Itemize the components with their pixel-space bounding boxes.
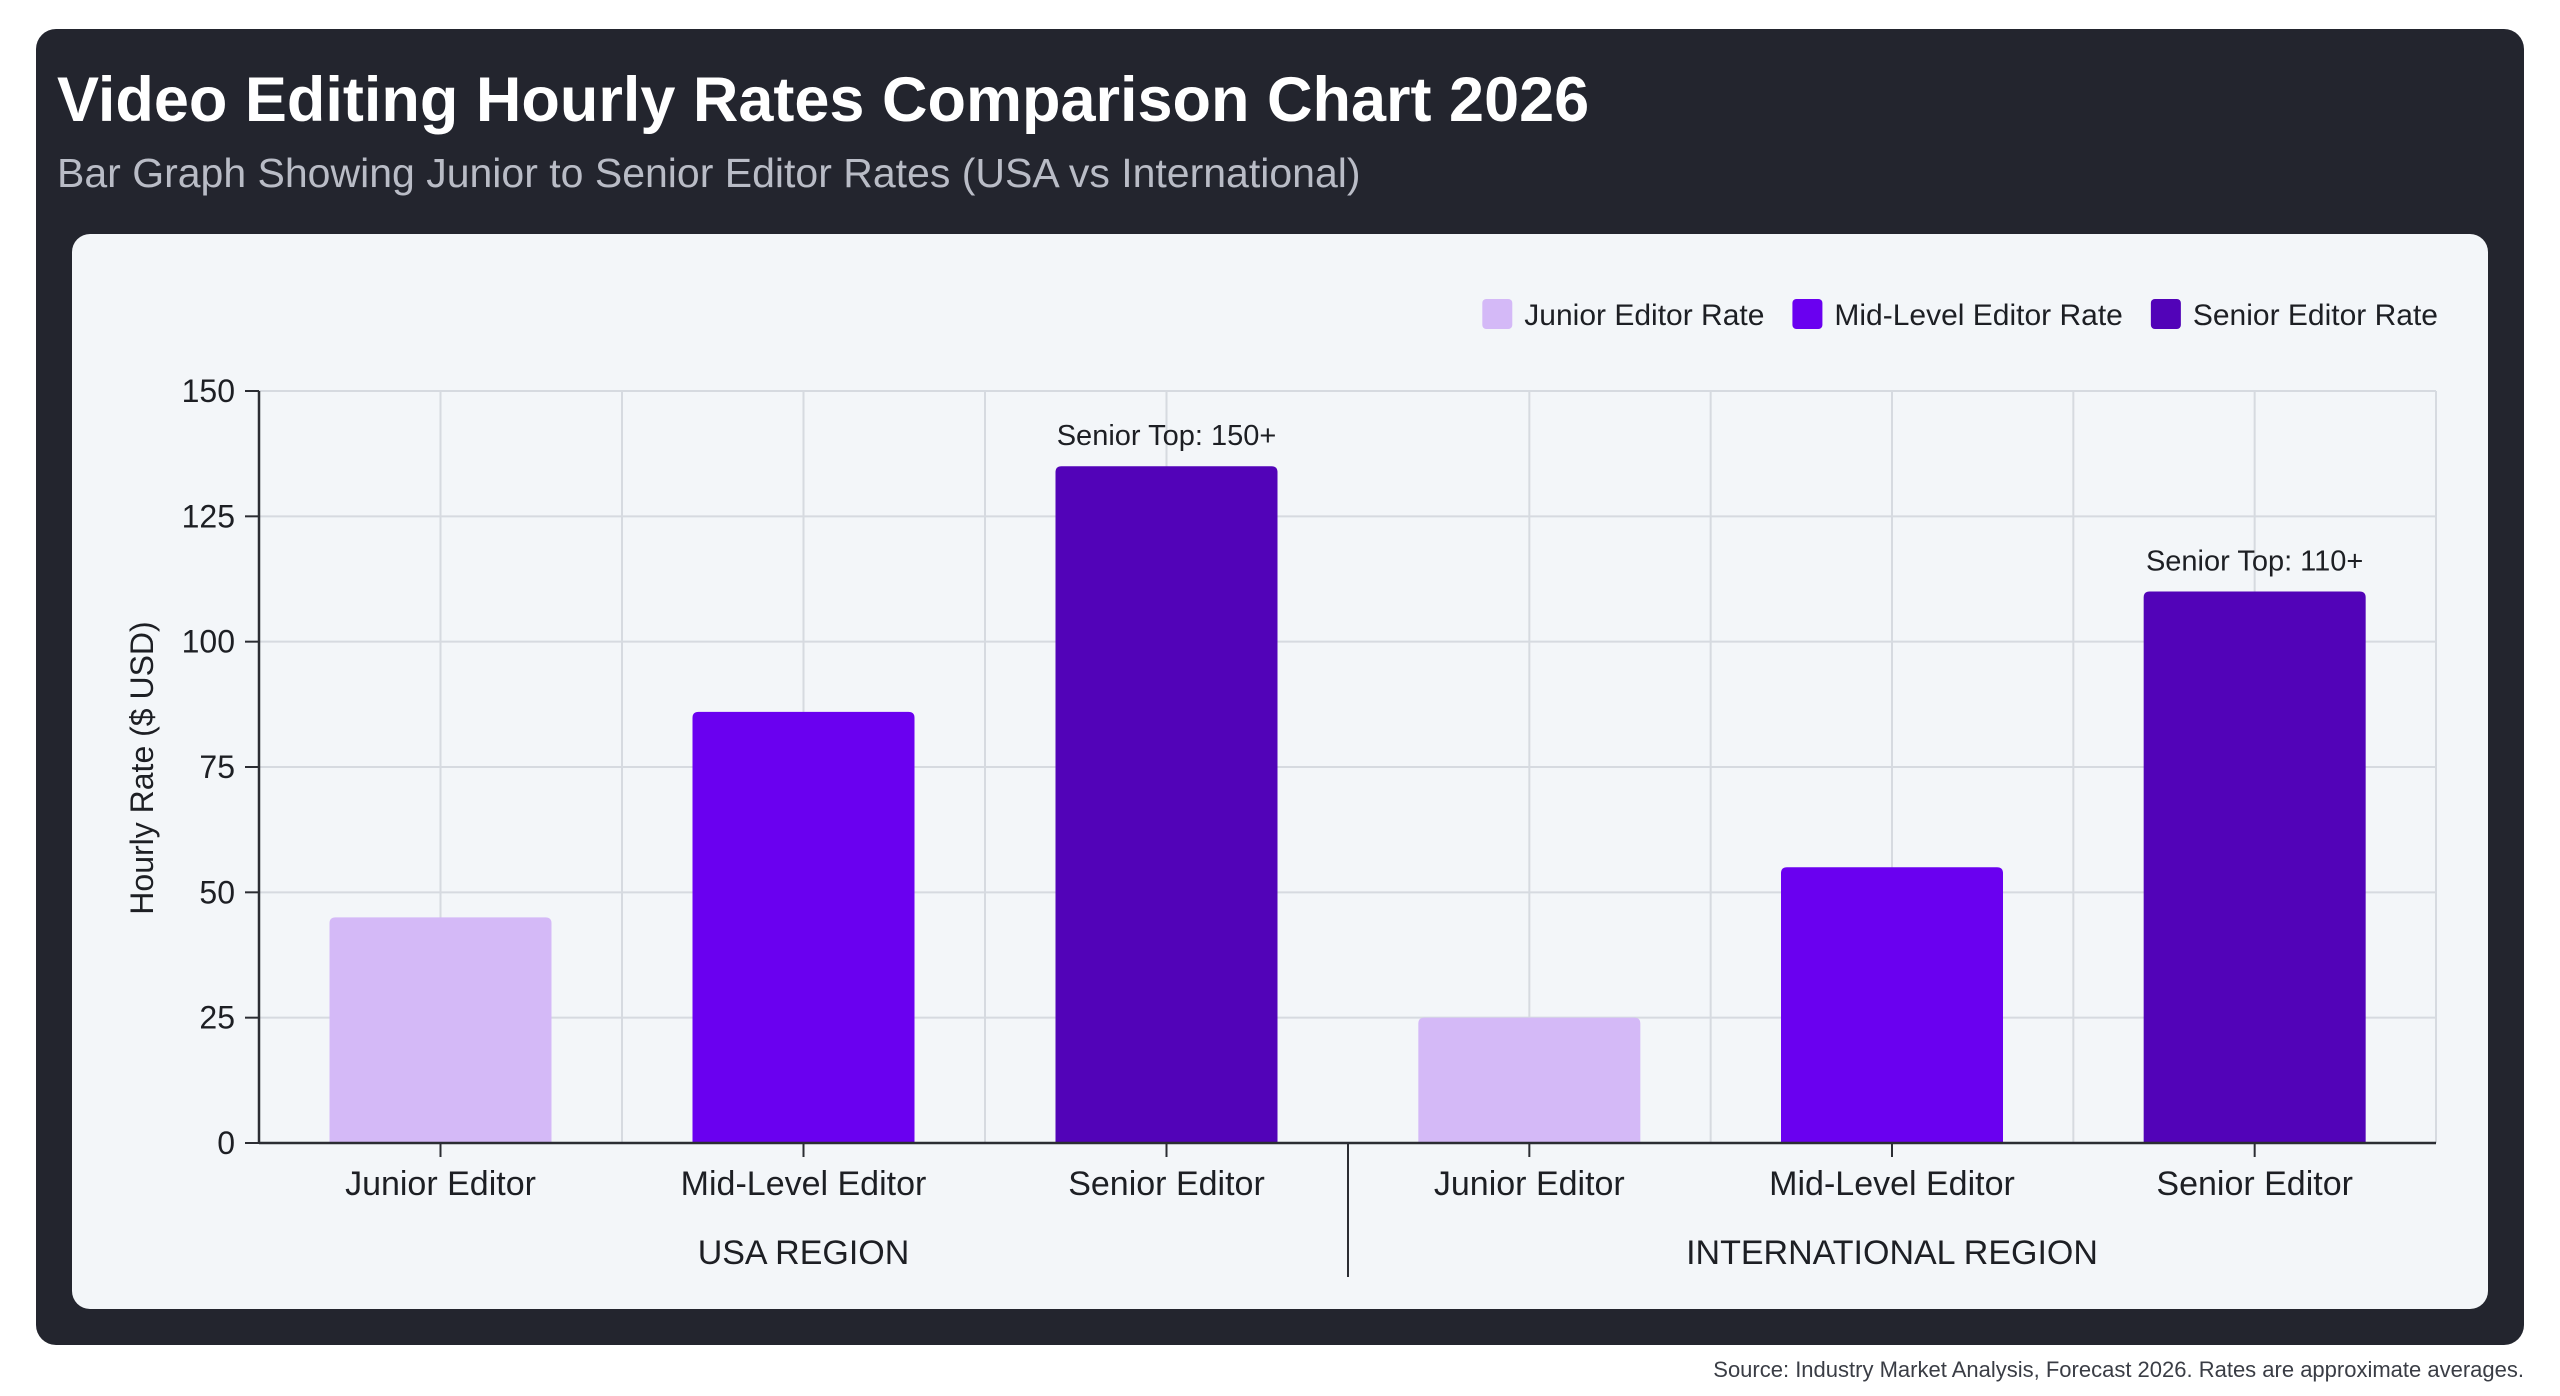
bar-data-label: Senior Top: 110+ — [2146, 546, 2363, 578]
y-tick-label: 50 — [199, 874, 235, 910]
grid-lines — [259, 390, 2437, 1143]
legend-swatch — [1792, 299, 1823, 329]
bar-international-mid-level-editor — [1781, 867, 2003, 1143]
bar-international-junior-editor — [1418, 1017, 1641, 1143]
source-note: Source: Industry Market Analysis, Foreca… — [1713, 1357, 2524, 1382]
x-category-label: Mid-Level Editor — [1769, 1165, 2015, 1203]
y-tick-label: 25 — [199, 1000, 235, 1036]
bar-data-label: Senior Top: 150+ — [1057, 420, 1277, 452]
y-tick-label: 125 — [182, 498, 235, 534]
group-label: USA REGION — [698, 1234, 910, 1272]
legend: Junior Editor Rate Mid-Level Editor Rate S… — [1482, 299, 2438, 332]
y-tick-label: 0 — [217, 1125, 235, 1161]
x-category-label: Junior Editor — [1434, 1165, 1625, 1203]
y-axis-title: Hourly Rate ($ USD) — [124, 621, 160, 914]
bar-usa-junior-editor — [329, 917, 552, 1143]
legend-swatch — [2150, 299, 2181, 329]
x-category-label: Senior Editor — [1068, 1165, 1265, 1203]
bars — [329, 466, 2366, 1143]
x-category-label: Junior Editor — [345, 1165, 536, 1203]
chart-subtitle: Bar Graph Showing Junior to Senior Edito… — [57, 150, 1361, 196]
bar-usa-senior-editor — [1055, 466, 1278, 1143]
axis-labels: 0 25 50 75 100 125 150 Junior Editor Mid-Level E… — [182, 373, 2364, 1272]
bar-international-senior-editor — [2143, 591, 2366, 1143]
legend-label: Mid-Level Editor Rate — [1834, 299, 2122, 332]
x-category-label: Senior Editor — [2156, 1165, 2353, 1203]
y-tick-label: 75 — [199, 749, 235, 785]
bar-usa-mid-level-editor — [692, 711, 915, 1143]
axes — [245, 390, 2436, 1277]
group-label: INTERNATIONAL REGION — [1686, 1234, 2098, 1272]
chart-title: Video Editing Hourly Rates Comparison Ch… — [57, 65, 1590, 135]
legend-label: Senior Editor Rate — [2193, 299, 2438, 332]
y-tick-label: 100 — [182, 624, 235, 660]
legend-swatch — [1482, 299, 1513, 329]
x-category-label: Mid-Level Editor — [681, 1165, 927, 1203]
legend-label: Junior Editor Rate — [1524, 299, 1764, 332]
y-tick-label: 150 — [182, 373, 235, 409]
